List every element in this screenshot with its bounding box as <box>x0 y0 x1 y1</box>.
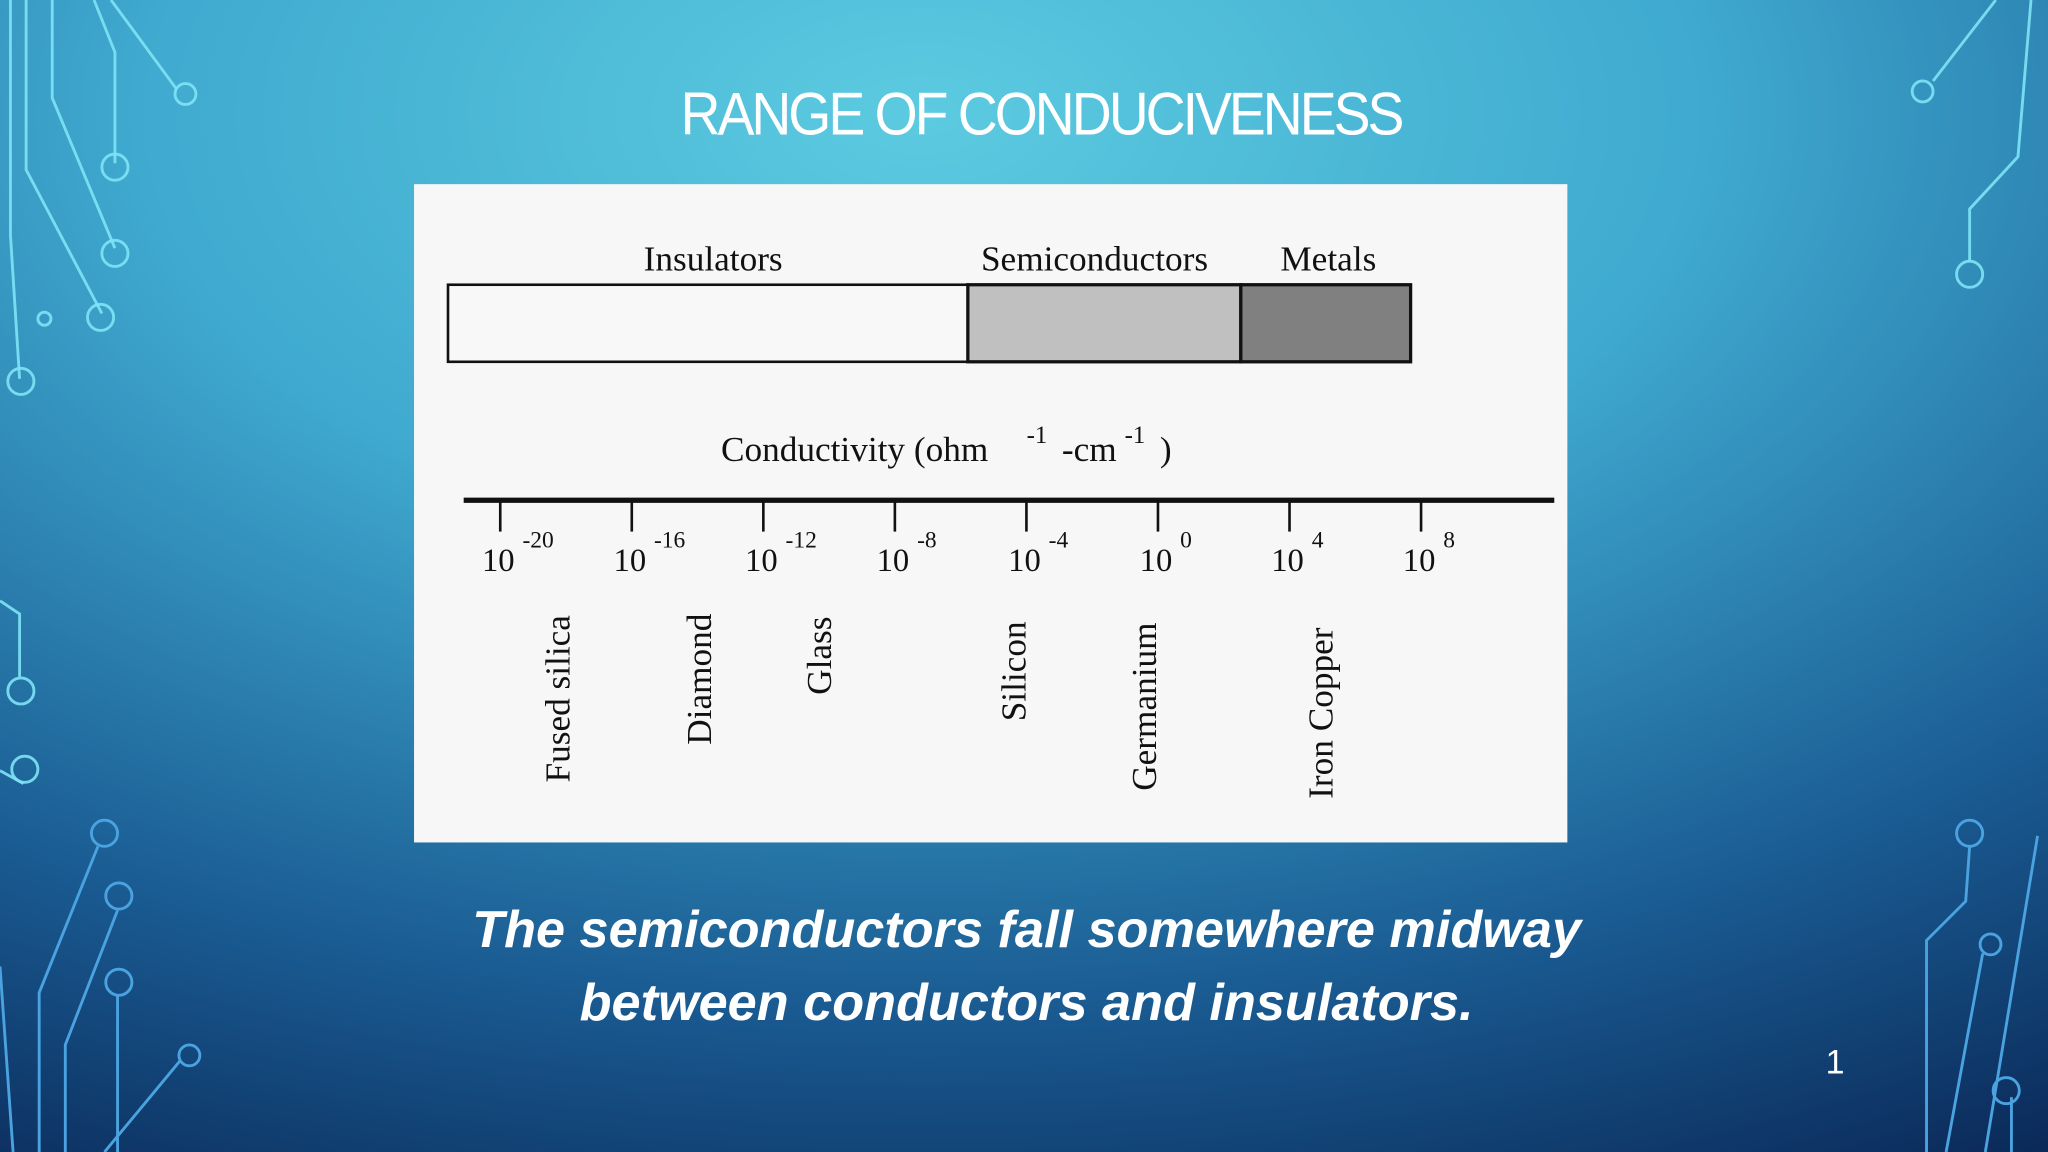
insulator-band <box>446 283 970 364</box>
tick-exponent: -8 <box>917 527 937 553</box>
metal-band <box>1239 283 1413 364</box>
axis-label: -cm <box>1062 430 1117 469</box>
tick-exponent: 8 <box>1443 527 1455 553</box>
material-label: Iron Copper <box>1302 627 1341 799</box>
tick-exponent: 4 <box>1312 527 1324 553</box>
tick-base: 10 <box>482 543 515 579</box>
axis-label-superscript: -1 <box>1125 422 1146 449</box>
tick-base: 10 <box>745 543 778 579</box>
axis-label-superscript: -1 <box>1027 422 1048 449</box>
axis-label: ) <box>1160 430 1172 469</box>
band-label: Insulators <box>644 239 783 278</box>
band-label: Semiconductors <box>981 239 1208 278</box>
tick-exponent: 0 <box>1180 527 1192 553</box>
page-number: 1 <box>1826 1044 1845 1082</box>
tick-base: 10 <box>1140 543 1173 579</box>
material-label: Silicon <box>995 621 1034 721</box>
semiconductor-band <box>966 283 1243 364</box>
tick-base: 10 <box>877 543 910 579</box>
tick-exponent: -20 <box>522 527 553 553</box>
slide-title: RANGE OF CONDUCIVENESS <box>680 81 1402 148</box>
band-label: Metals <box>1280 239 1376 278</box>
caption-line: between conductors and insulators. <box>580 974 1474 1032</box>
material-label: Glass <box>800 617 839 695</box>
material-label: Germanium <box>1125 622 1164 790</box>
material-label: Fused silica <box>539 615 578 783</box>
tick-exponent: -4 <box>1049 527 1069 553</box>
tick-base: 10 <box>614 543 647 579</box>
tick-exponent: -16 <box>654 527 686 553</box>
figure-background <box>414 184 1568 843</box>
tick-base: 10 <box>1403 543 1436 579</box>
figure: Conductivity (ohm -1 -cm -1 ) Insulators… <box>414 184 1568 843</box>
tick-exponent: -12 <box>786 527 817 553</box>
axis-label: Conductivity (ohm <box>721 430 988 469</box>
tick-base: 10 <box>1008 543 1041 579</box>
material-label: Diamond <box>680 613 719 745</box>
caption-line: The semiconductors fall somewhere midway <box>472 901 1584 959</box>
tick-base: 10 <box>1271 543 1304 579</box>
